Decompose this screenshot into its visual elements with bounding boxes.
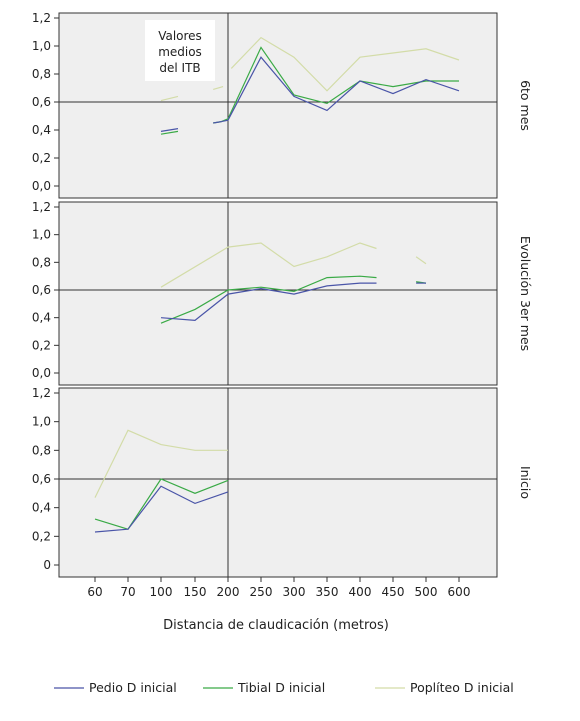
- y-tick-label: 0,4: [32, 123, 51, 137]
- series-line: [160, 130, 179, 135]
- annotation-text: del ITB: [159, 61, 200, 75]
- series-line: [94, 485, 229, 533]
- y-tick-label: 0,2: [32, 529, 51, 543]
- x-tick-label: 250: [250, 585, 273, 599]
- panel-background: [58, 387, 498, 578]
- x-tick-label: 350: [316, 585, 339, 599]
- x-tick-label: 450: [382, 585, 405, 599]
- y-tick-label: 0,4: [32, 501, 51, 515]
- series-line: [160, 128, 179, 132]
- y-tick-label: 0: [43, 558, 51, 572]
- annotation-text: Valores: [158, 29, 202, 43]
- x-tick-label: 200: [217, 585, 240, 599]
- y-tick-label: 0,0: [32, 366, 51, 380]
- x-tick-label: 400: [349, 585, 372, 599]
- series-line: [221, 56, 460, 123]
- y-tick-label: 0,8: [32, 255, 51, 269]
- x-tick-label: 60: [87, 585, 102, 599]
- x-tick-label: 150: [184, 585, 207, 599]
- y-tick-label: 1,0: [32, 228, 51, 242]
- y-tick-label: 1,2: [32, 200, 51, 214]
- y-tick-label: 0,2: [32, 151, 51, 165]
- annotation-text: medios: [158, 45, 202, 59]
- legend-label: Poplíteo D inicial: [410, 680, 514, 695]
- panel-background: [58, 12, 498, 199]
- x-tick-label: 100: [150, 585, 173, 599]
- series-line: [213, 121, 222, 124]
- series-line: [160, 95, 179, 102]
- series-line: [221, 46, 459, 123]
- panel-1: 1,2 1,0 0,8 0,6 0,4 0,2 0,0 Evolución 3er mes: [32, 200, 533, 386]
- y-tick-label: 1,2: [32, 386, 51, 400]
- series-line: [415, 256, 427, 265]
- legend-label: Pedio D inicial: [89, 680, 177, 695]
- y-tick-label: 0,4: [32, 311, 51, 325]
- annotation-box: Valores medios del ITB: [145, 20, 215, 81]
- y-tick-label: 0,8: [32, 443, 51, 457]
- panel-background: [58, 201, 498, 386]
- series-line: [94, 478, 229, 530]
- series-line: [230, 36, 460, 92]
- panel-0: 1,2 1,0 0,8 0,6 0,4 0,2 0,0 6to mes: [32, 11, 533, 199]
- x-tick-label: 70: [120, 585, 135, 599]
- series-line: [160, 282, 377, 322]
- panel-label: Inicio: [518, 466, 533, 499]
- panel-label: 6to mes: [518, 80, 533, 131]
- y-tick-label: 0,6: [32, 95, 51, 109]
- y-tick-label: 1,0: [32, 39, 51, 53]
- chart-panels: 1,2 1,0 0,8 0,6 0,4 0,2 0,0 6to mes 1,2 1,0 0,8 0,6…: [32, 11, 533, 578]
- panel-2: 1,2 1,0 0,8 0,6 0,4 0,2 0 Inicio: [32, 386, 533, 578]
- series-line: [213, 86, 224, 90]
- y-tick-label: 0,6: [32, 472, 51, 486]
- y-tick-label: 1,2: [32, 11, 51, 25]
- y-tick-label: 0,6: [32, 283, 51, 297]
- y-tick-label: 0,8: [32, 67, 51, 81]
- x-tick-label: 600: [448, 585, 471, 599]
- y-tick-label: 0,2: [32, 338, 51, 352]
- panel-label: Evolución 3er mes: [518, 236, 533, 351]
- x-tick-label: 500: [415, 585, 438, 599]
- series-line: [160, 275, 377, 324]
- x-tick-label: 300: [283, 585, 306, 599]
- y-tick-label: 1,0: [32, 415, 51, 429]
- series-line: [160, 242, 377, 288]
- series-line: [94, 429, 228, 498]
- annotation-background: [145, 20, 215, 81]
- legend: Pedio D inicial Tibial D inicial Poplíteo …: [54, 680, 514, 695]
- legend-label: Tibial D inicial: [237, 680, 325, 695]
- x-axis-title: Distancia de claudicación (metros): [163, 618, 389, 633]
- y-tick-label: 0,0: [32, 179, 51, 193]
- x-axis: 60 70 100 150 200 250 300 350 400 450 500 600: [87, 577, 470, 599]
